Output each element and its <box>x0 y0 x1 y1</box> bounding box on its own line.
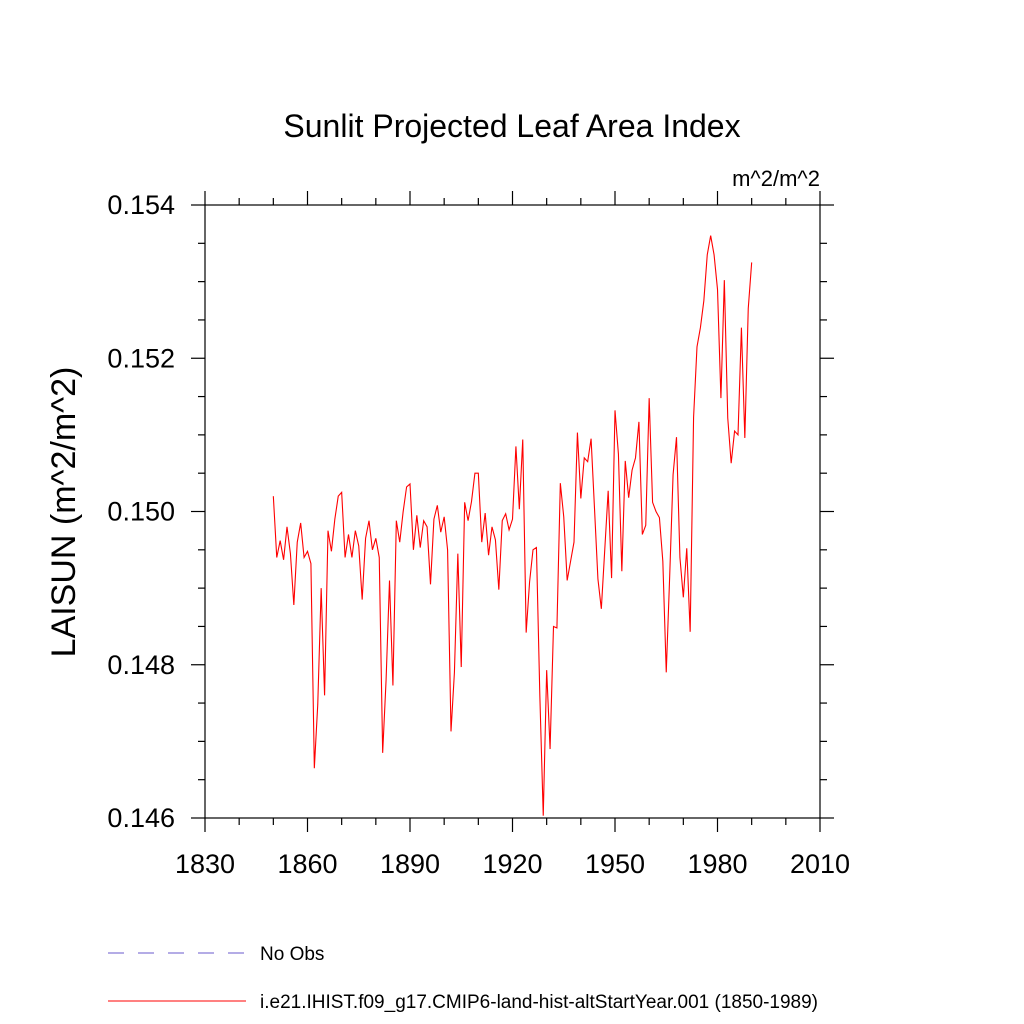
series-line <box>272 235 753 816</box>
x-tick-label: 1830 <box>175 849 235 879</box>
y-tick-label: 0.154 <box>107 190 175 220</box>
x-tick-label: 1980 <box>687 849 747 879</box>
legend-label: No Obs <box>260 944 324 965</box>
y-tick-label: 0.146 <box>107 803 175 833</box>
axis-ticks <box>191 191 834 832</box>
units-label: m^2/m^2 <box>732 166 820 191</box>
x-tick-label: 1950 <box>585 849 645 879</box>
series-lines <box>272 235 753 816</box>
legend-label: i.e21.IHIST.f09_g17.CMIP6-land-hist-altS… <box>260 992 818 1013</box>
y-axis-label: LAISUN (m^2/m^2) <box>45 367 83 658</box>
x-tick-label: 1920 <box>482 849 542 879</box>
chart-title: Sunlit Projected Leaf Area Index <box>283 108 740 144</box>
x-tick-labels: 1830 1860 1890 1920 1950 1980 2010 <box>175 849 850 879</box>
y-tick-labels: 0.146 0.148 0.150 0.152 0.154 <box>107 190 175 833</box>
y-tick-label: 0.152 <box>107 343 175 373</box>
x-tick-label: 1860 <box>277 849 337 879</box>
x-tick-label: 1890 <box>380 849 440 879</box>
y-tick-label: 0.148 <box>107 650 175 680</box>
plot-area: 1830 1860 1890 1920 1950 1980 2010 0.1460.1480… <box>107 190 850 879</box>
legend: No Obs i.e21.IHIST.f09_g17.CMIP6-land-his… <box>108 944 818 1013</box>
x-tick-label: 2010 <box>790 849 850 879</box>
y-tick-label: 0.150 <box>107 497 175 527</box>
